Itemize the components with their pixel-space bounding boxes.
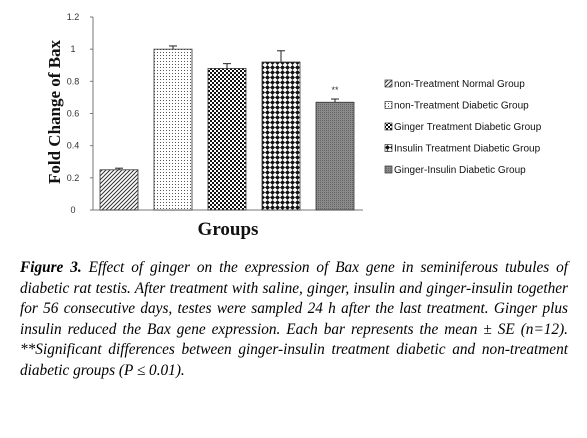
bar [153, 48, 193, 211]
legend-swatch [384, 144, 393, 152]
y-ticks: 0 0.2 0.4 0.6 0.8 1 1.2 [67, 12, 93, 215]
figure-caption: Figure 3. Effect of ginger on the expres… [20, 258, 568, 381]
legend: non-Treatment Normal Group non-Treatment … [384, 79, 542, 176]
significance-annotation: ** [331, 85, 339, 95]
figure-caption-text: Effect of ginger on the expression of Ba… [20, 259, 568, 379]
bar-chart: Fold Change of Bax Groups 0 0.2 0.4 0.6 0.8 1… [45, 12, 542, 240]
legend-swatch [384, 122, 393, 131]
legend-label: non-Treatment Diabetic Group [394, 101, 529, 112]
y-tick-label: 1 [70, 44, 75, 54]
bar [315, 101, 355, 211]
legend-label: Insulin Treatment Diabetic Group [394, 144, 541, 155]
y-tick-label: 0.2 [67, 173, 80, 183]
legend-label: non-Treatment Normal Group [394, 79, 525, 90]
bar [261, 61, 301, 211]
y-tick-label: 1.2 [67, 12, 80, 22]
y-tick-label: 0.4 [67, 141, 80, 151]
y-tick-label: 0.6 [67, 109, 80, 119]
legend-swatch [384, 79, 393, 88]
legend-swatch [384, 165, 393, 174]
figure-label: Figure 3. [20, 259, 82, 276]
legend-swatch [384, 101, 393, 109]
bars: ** [99, 45, 355, 211]
legend-label: Ginger-Insulin Diabetic Group [394, 165, 526, 176]
y-axis-label: Fold Change of Bax [45, 39, 64, 184]
bar [99, 169, 139, 211]
bar [207, 68, 247, 211]
x-axis-label: Groups [198, 219, 259, 240]
legend-label: Ginger Treatment Diabetic Group [394, 122, 542, 133]
y-tick-label: 0.8 [67, 76, 80, 86]
y-tick-label: 0 [70, 205, 75, 215]
